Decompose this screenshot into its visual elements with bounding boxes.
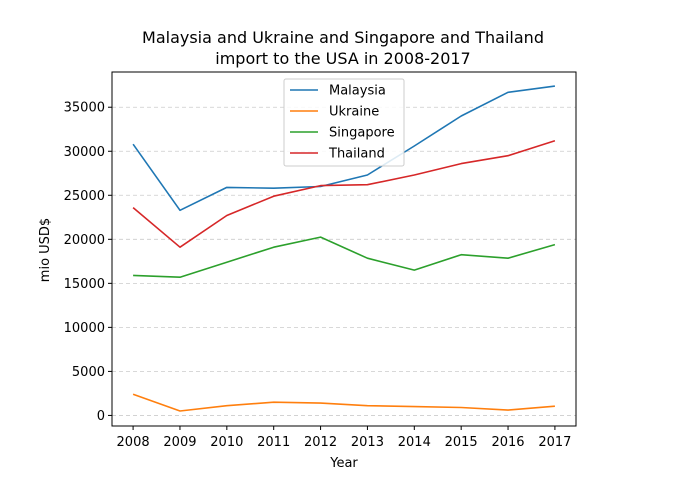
y-axis-ticks: 0 5000 10000 15000 20000 25000 30000 35000 [64,101,112,424]
y-tick-label: 25000 [64,189,105,204]
y-tick-label: 30000 [64,145,105,160]
x-axis-ticks: 2008 2009 2010 2011 2012 2013 2014 2015 2016 2017 [117,426,571,450]
y-tick-label: 15000 [64,277,105,292]
y-tick-label: 20000 [64,233,105,248]
series-line-singapore [133,236,556,279]
chart-title-line1: Malaysia and Ukraine and Singapore and T… [142,28,544,47]
series-line-malaysia [132,85,556,212]
x-tick-label: 2011 [257,435,290,450]
y-tick-label: 10000 [64,321,105,336]
x-tick-label: 2015 [445,435,478,450]
x-tick-label: 2017 [538,435,571,450]
x-tick-label: 2008 [117,435,150,450]
legend-label-malaysia: Malaysia [329,84,386,99]
x-tick-label: 2010 [210,435,243,450]
legend-label-ukraine: Ukraine [329,105,379,120]
grid-lines [112,106,576,416]
legend: Malaysia Ukraine Singapore Thailand [283,78,405,167]
x-tick-label: 2016 [491,435,524,450]
legend-label-singapore: Singapore [329,126,395,141]
series-lines [132,85,556,412]
y-tick-label: 0 [97,409,105,424]
series-line-thailand [132,139,556,248]
legend-label-thailand: Thailand [328,147,385,162]
chart-title-line2: import to the USA in 2008-2017 [215,49,470,68]
plot-frame [111,71,577,427]
x-axis-label: Year [329,456,358,471]
legend-box [283,78,405,167]
y-axis-label: mio USD$ [38,218,53,282]
x-tick-label: 2012 [304,435,337,450]
y-tick-label: 5000 [72,365,105,380]
series-line-ukraine [132,393,555,412]
y-tick-label: 35000 [64,101,105,116]
x-tick-label: 2013 [351,435,384,450]
x-tick-label: 2014 [398,435,431,450]
x-tick-label: 2009 [163,435,196,450]
